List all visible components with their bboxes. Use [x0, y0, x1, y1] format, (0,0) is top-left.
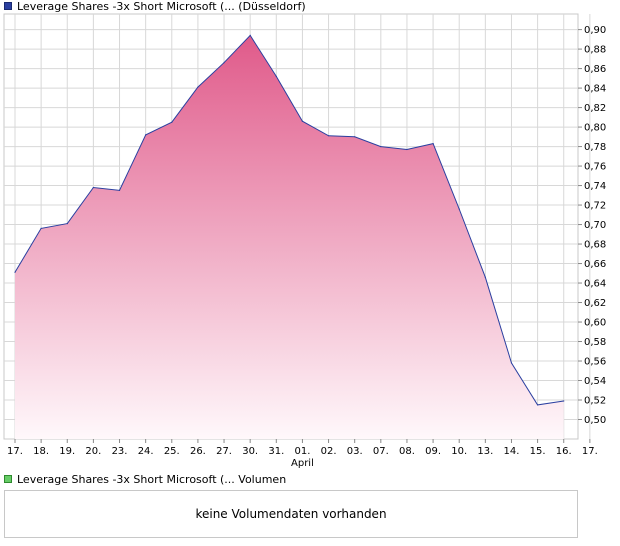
x-tick-label: 18.: [33, 446, 49, 457]
data-point: [458, 208, 460, 210]
y-axis: 0,50 0,52 0,54 0,56 0,58 0,60 0,62 0,64 0,66 0,68…: [578, 25, 606, 426]
data-point: [171, 121, 173, 123]
volume-legend-label: Leverage Shares -3x Short Microsoft (...…: [17, 472, 287, 486]
data-point: [301, 120, 303, 122]
x-tick-label: 27.: [216, 446, 232, 457]
y-tick-label: 0,60: [584, 318, 606, 329]
data-point: [275, 75, 277, 77]
volume-panel: keine Volumendaten vorhanden: [4, 490, 578, 538]
y-tick-label: 0,54: [584, 376, 606, 387]
y-tick-label: 0,86: [584, 64, 606, 75]
data-point: [563, 400, 565, 402]
y-tick-label: 0,74: [584, 181, 606, 192]
x-tick-label: 01.: [294, 446, 310, 457]
y-tick-label: 0,70: [584, 220, 606, 231]
data-point: [40, 227, 42, 229]
data-point: [66, 223, 68, 225]
y-tick-label: 0,82: [584, 103, 606, 114]
x-tick-label: 25.: [164, 446, 180, 457]
x-tick-label: 30.: [242, 446, 258, 457]
y-tick-label: 0,84: [584, 84, 606, 95]
volume-legend-swatch: [4, 475, 12, 483]
data-point: [145, 134, 147, 136]
y-tick-label: 0,52: [584, 396, 606, 407]
x-tick-label: 24.: [138, 446, 154, 457]
y-tick-label: 0,78: [584, 142, 606, 153]
area-series: [14, 34, 565, 440]
x-tick-label: 26.: [190, 446, 206, 457]
data-point: [510, 362, 513, 364]
data-point: [537, 404, 539, 406]
y-tick-label: 0,80: [584, 123, 606, 134]
price-legend: Leverage Shares -3x Short Microsoft (...…: [4, 0, 306, 13]
y-tick-label: 0,50: [584, 415, 606, 426]
price-legend-label: Leverage Shares -3x Short Microsoft (...…: [17, 0, 306, 13]
x-tick-label: 19.: [59, 446, 75, 457]
x-tick-label: 02.: [321, 446, 337, 457]
data-point: [380, 146, 382, 148]
x-tick-label: 13.: [477, 446, 493, 457]
y-tick-label: 0,76: [584, 162, 606, 173]
price-line: [14, 34, 564, 406]
price-chart: 0,50 0,52 0,54 0,56 0,58 0,60 0,62 0,64 0,66 0,68…: [3, 13, 606, 469]
x-tick-label: 03.: [347, 446, 363, 457]
data-point: [328, 135, 330, 137]
x-axis: 17. 18. 19. 20. 23. 24. 25. 26. 27. 30. 31. 01. 02. 0…: [7, 439, 598, 469]
data-point: [118, 189, 121, 191]
y-tick-label: 0,90: [584, 25, 606, 36]
price-legend-swatch: [4, 2, 12, 10]
x-tick-label: 16.: [556, 446, 572, 457]
data-point: [354, 136, 356, 138]
y-tick-label: 0,56: [584, 357, 606, 368]
x-tick-label: 31.: [268, 446, 284, 457]
y-tick-label: 0,64: [584, 279, 606, 290]
volume-empty-message: keine Volumendaten vorhanden: [195, 507, 387, 521]
y-tick-label: 0,62: [584, 298, 606, 309]
data-point: [223, 62, 225, 64]
x-tick-label: 07.: [373, 446, 389, 457]
volume-legend: Leverage Shares -3x Short Microsoft (...…: [4, 472, 286, 486]
data-point: [406, 148, 408, 151]
y-tick-label: 0,68: [584, 240, 606, 251]
y-tick-label: 0,58: [584, 337, 606, 348]
y-tick-label: 0,88: [584, 45, 606, 56]
data-point: [14, 271, 16, 273]
x-tick-label: 20.: [85, 446, 101, 457]
data-point: [484, 276, 486, 278]
y-tick-label: 0,72: [584, 201, 606, 212]
data-point: [92, 186, 94, 189]
x-month-label: April: [291, 458, 314, 469]
data-point: [432, 143, 434, 145]
y-tick-label: 0,66: [584, 259, 606, 270]
x-tick-label: 23.: [112, 446, 128, 457]
x-tick-label: 17.: [7, 446, 23, 457]
area-fill: [15, 35, 564, 440]
data-point: [249, 34, 251, 37]
data-point: [197, 86, 199, 88]
x-tick-label: 08.: [399, 446, 415, 457]
x-tick-label: 17.: [582, 446, 598, 457]
x-tick-label: 09.: [425, 446, 441, 457]
x-tick-label: 14.: [504, 446, 520, 457]
x-tick-label: 15.: [530, 446, 546, 457]
x-tick-label: 10.: [451, 446, 467, 457]
